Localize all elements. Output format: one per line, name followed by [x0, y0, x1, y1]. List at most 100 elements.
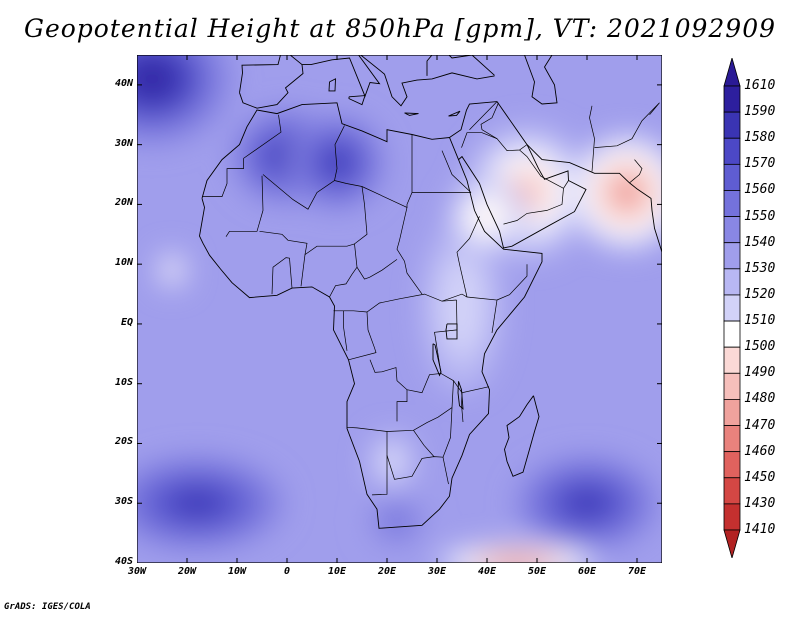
colorbar-swatch [723, 163, 741, 191]
colorbar-bottom-arrow [723, 529, 741, 558]
crete-coastline [404, 112, 419, 116]
colorbar-level-label: 1500 [744, 339, 776, 355]
arabia-coastline [449, 101, 587, 249]
madagascar-coastline [504, 395, 540, 477]
middle-east-borders-8 [629, 159, 643, 184]
colorbar-level-label: 1430 [744, 495, 776, 511]
lake-victoria [445, 323, 458, 340]
colorbar-swatch [723, 477, 741, 505]
country-borders-central-3 [329, 266, 358, 298]
colorbar-swatch [723, 111, 741, 139]
country-borders-south-6 [396, 389, 408, 422]
south-africa-high-contour-1 [390, 515, 404, 527]
colorbar-swatch [723, 242, 741, 270]
black-sea-coastline [426, 55, 495, 76]
colorbar-level-label: 1450 [744, 469, 776, 485]
colorbar-level-label: 1520 [744, 286, 776, 302]
lon-tick-label: 70E [627, 566, 647, 577]
sardinia-coastline [328, 78, 336, 92]
colorbar-level-label: 1540 [744, 234, 776, 250]
lon-tick-label: 20W [177, 566, 197, 577]
lon-tick-label: 40E [477, 566, 497, 577]
country-borders-north-6 [396, 207, 423, 295]
colorbar-level-label: 1530 [744, 260, 776, 276]
colorbar-swatch [723, 85, 741, 113]
country-borders-south-2 [371, 431, 388, 496]
colorbar-swatch [723, 425, 741, 453]
lon-tick-label: 10E [327, 566, 347, 577]
geopotential-map[interactable] [137, 55, 662, 563]
colorbar-swatch [723, 190, 741, 217]
iberia-south-coastline [239, 64, 304, 109]
caspian-coastline [524, 55, 558, 105]
colorbar-top-arrow [723, 58, 741, 87]
lon-tick-label: 30W [127, 566, 147, 577]
east-africa-low-contour-1 [454, 288, 470, 324]
colorbar-swatch [723, 294, 741, 322]
colorbar-level-label: 1510 [744, 313, 776, 329]
colorbar-swatch [723, 451, 741, 479]
country-borders-central-4 [333, 293, 457, 313]
azores-high-contour-1 [137, 65, 168, 93]
colorbar-swatch [723, 268, 741, 296]
country-borders-central-10 [496, 264, 528, 301]
colorbar-swatch [723, 320, 741, 348]
colorbar-level-label: 1590 [744, 104, 776, 120]
country-borders-central-9 [456, 216, 480, 298]
colorbar-swatch [723, 137, 741, 165]
sicily-coastline [348, 95, 366, 106]
lon-tick-label: 30E [427, 566, 447, 577]
colorbar-level-label: 1610 [744, 78, 776, 93]
lat-tick-label: 40N [114, 77, 133, 89]
colorbar-swatch [723, 399, 741, 426]
country-borders-central-5 [343, 310, 348, 351]
africa-coastline [199, 102, 543, 529]
colorbar-level-label: 1480 [744, 391, 776, 407]
colorbar-level-label: 1570 [744, 156, 776, 172]
south-atlantic-high-contour-1 [179, 493, 215, 513]
lat-tick-label: 20S [114, 436, 133, 448]
lat-tick-label: 20N [114, 197, 133, 209]
lat-tick-label: EQ [120, 316, 133, 328]
country-borders-north-1 [243, 114, 282, 159]
europe-coastline [239, 55, 495, 107]
lat-tick-label: 40S [114, 556, 133, 567]
colorbar-level-label: 1550 [744, 208, 776, 224]
cyprus-coastline [448, 110, 461, 117]
country-borders-central-7 [369, 299, 458, 394]
country-borders-south-5 [442, 407, 453, 458]
middle-east-borders-6 [589, 105, 595, 172]
middle-east-borders-5 [563, 180, 569, 189]
colorbar-swatch [723, 372, 741, 400]
grads-credit: GrADS: IGES/COLA [4, 602, 91, 612]
map-plot-area[interactable] [137, 55, 662, 563]
field-anomalies [137, 55, 662, 563]
country-borders-south-0 [440, 373, 490, 394]
colorbar-level-label: 1410 [744, 522, 776, 537]
colorbar-swatch [723, 346, 741, 374]
middle-east-borders-0 [441, 150, 472, 193]
pakistan-low-contour-1 [615, 180, 639, 204]
tick-marks [137, 55, 662, 563]
country-borders-central-1 [259, 230, 308, 287]
middle-east-borders-3 [480, 102, 499, 140]
lon-tick-label: 10W [227, 566, 247, 577]
lon-tick-label: 0 [283, 566, 291, 577]
lon-tick-label: 20E [377, 566, 397, 577]
colorbar-level-label: 1580 [744, 130, 776, 146]
middle-east-borders-2 [469, 101, 498, 130]
southern-ocean-low-contour-1 [501, 559, 533, 563]
lake-tanganyika [432, 343, 442, 377]
colorbar-level-label: 1470 [744, 417, 776, 433]
lat-tick-label: 10N [114, 257, 133, 269]
libya-high-contour-1 [327, 153, 347, 173]
colorbar [723, 58, 741, 558]
indian-ocean-high-contour-1 [572, 493, 602, 513]
country-borders-central-6 [348, 311, 377, 361]
atlantic-low-spot-contour-1 [168, 266, 176, 274]
colorbar-swatch [723, 503, 741, 531]
colorbar-level-label: 1490 [744, 365, 776, 381]
country-borders-central-2 [304, 243, 355, 255]
lon-tick-label: 50E [527, 566, 547, 577]
country-borders-south-1 [346, 380, 454, 432]
